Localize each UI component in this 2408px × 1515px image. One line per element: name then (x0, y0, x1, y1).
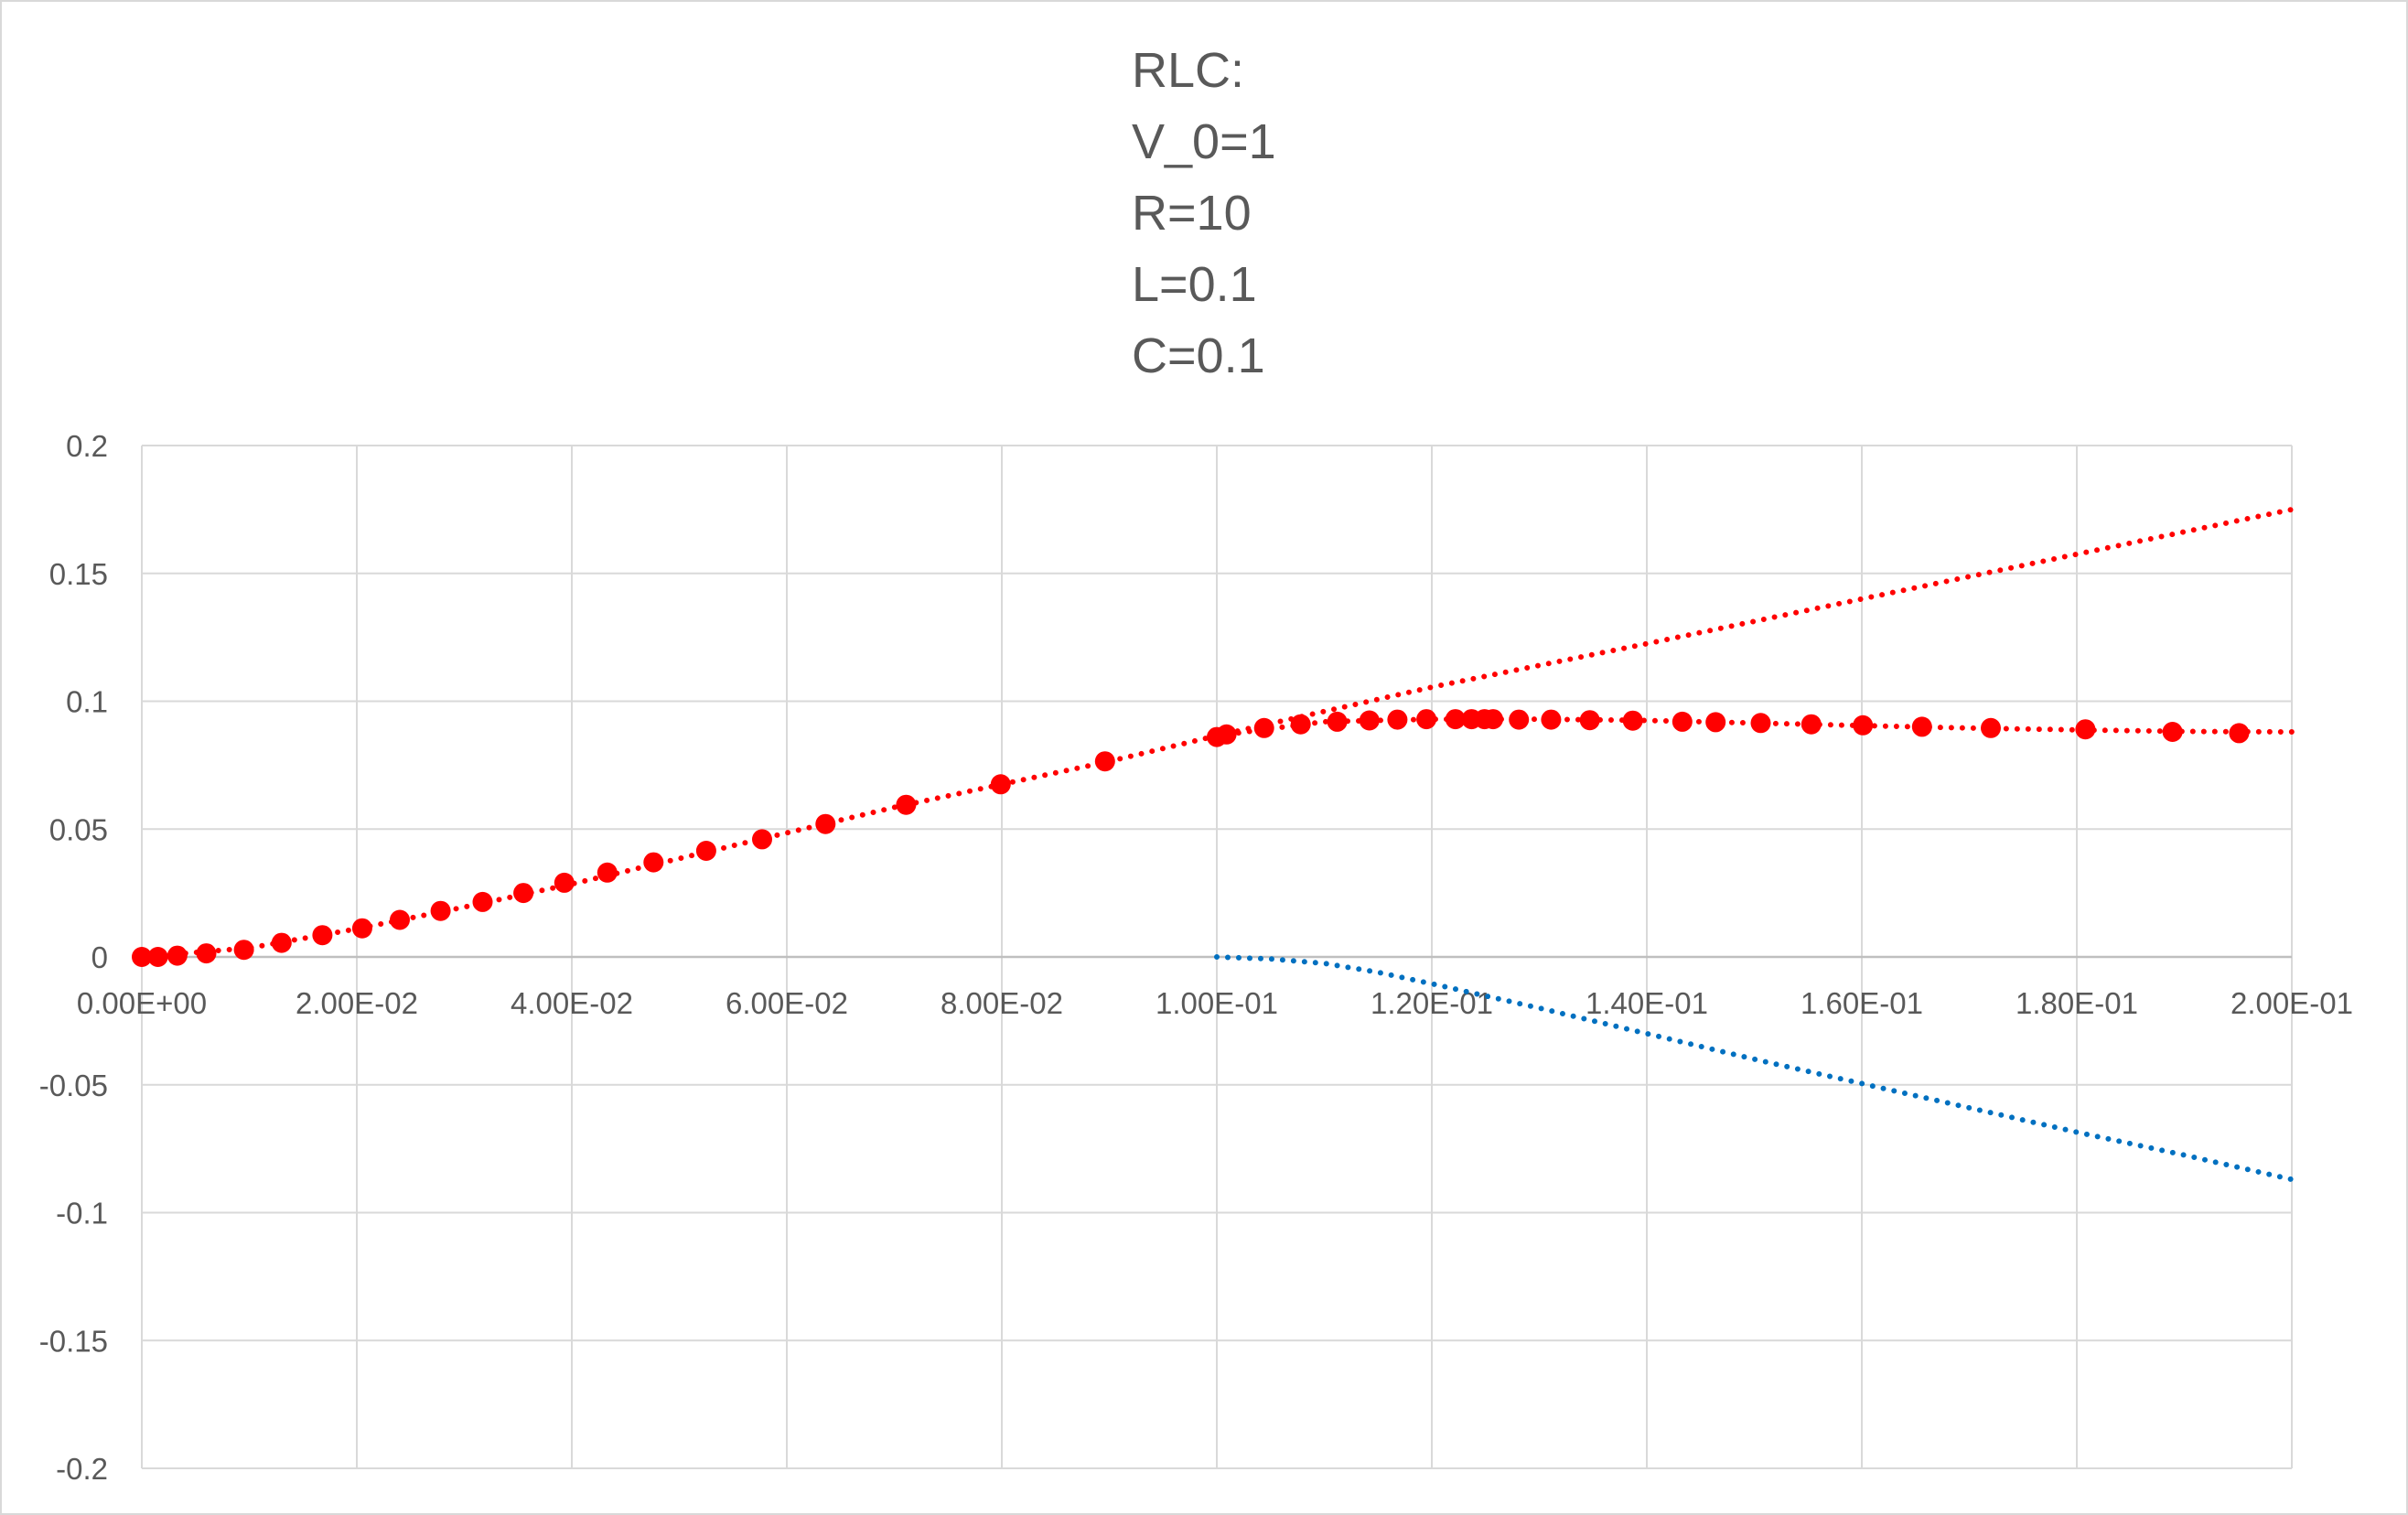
x-tick-label-10: 2.00E-01 (2231, 986, 2353, 1020)
x-tick-label-4: 8.00E-02 (941, 986, 1063, 1020)
series-0-point-2 (167, 945, 188, 966)
series-0-point-11 (513, 883, 534, 904)
x-tick-label-8: 1.60E-01 (1801, 986, 1923, 1020)
y-tick-label-8: -0.2 (56, 1452, 108, 1486)
series-0-point-1 (147, 947, 168, 967)
title-line-l: L=0.1 (1132, 257, 1257, 312)
series-0-point-8 (390, 909, 410, 930)
series-0-point-9 (430, 900, 451, 921)
series-0-point-34 (1541, 709, 1562, 730)
title-line-r: R=10 (1132, 186, 1252, 241)
y-tick-label-7: -0.15 (39, 1324, 108, 1358)
x-tick-label-1: 2.00E-02 (296, 986, 418, 1020)
series-0-point-46 (2229, 723, 2250, 744)
series-0-point-6 (312, 925, 333, 946)
series-0-point-13 (597, 862, 618, 883)
y-tick-label-4: 0 (91, 940, 108, 974)
x-tick-label-9: 1.80E-01 (2016, 986, 2138, 1020)
series-0-point-17 (815, 813, 836, 834)
series-0-point-29 (1445, 709, 1466, 730)
series-1-dotted-line (139, 506, 2295, 960)
series-0-point-12 (554, 872, 575, 893)
series-0-point-18 (896, 794, 917, 815)
x-tick-label-3: 6.00E-02 (726, 986, 848, 1020)
series-0-point-14 (643, 852, 664, 873)
series-0-point-44 (2075, 719, 2096, 740)
series-markers (132, 709, 2250, 967)
series-0-point-5 (271, 932, 292, 953)
series-0-point-39 (1750, 713, 1771, 734)
y-tick-label-0: 0.2 (66, 429, 108, 463)
series-0-point-40 (1801, 714, 1822, 735)
x-tick-label-6: 1.20E-01 (1371, 986, 1493, 1020)
x-tick-label-7: 1.40E-01 (1586, 986, 1708, 1020)
series-0-point-42 (1911, 716, 1932, 737)
series-3-dotted-line (1214, 954, 2295, 1183)
x-tick-label-5: 1.00E-01 (1156, 986, 1278, 1020)
y-tick-label-1: 0.15 (49, 557, 108, 591)
series-0-point-35 (1579, 710, 1600, 731)
series-0-point-26 (1359, 710, 1380, 731)
y-tick-label-6: -0.1 (56, 1197, 108, 1230)
chart-title: RLC: V_0=1 R=10 L=0.1 C=0.1 (1132, 35, 1276, 392)
series-0-point-25 (1327, 711, 1348, 732)
y-tick-label-5: -0.05 (39, 1069, 108, 1102)
title-line-rlc: RLC: (1132, 43, 1245, 98)
series-0-point-27 (1387, 709, 1408, 730)
series-0-point-0 (132, 947, 152, 967)
gridlines (141, 445, 2293, 1469)
series-0-point-32 (1483, 709, 1503, 730)
series-0-point-28 (1416, 709, 1437, 730)
series-0-point-7 (351, 918, 372, 939)
series-0-point-38 (1705, 712, 1726, 733)
series-0-point-33 (1509, 709, 1530, 730)
y-axis-tick-labels: 0.2 0.15 0.1 0.05 0 -0.05 -0.1 -0.15 -0.2 (39, 429, 108, 1486)
x-tick-label-0: 0.00E+00 (77, 986, 207, 1020)
series-0-point-23 (1253, 717, 1274, 738)
series-0-point-19 (990, 774, 1011, 795)
x-axis-tick-labels: 0.00E+00 2.00E-02 4.00E-02 6.00E-02 8.00E-02… (77, 986, 2353, 1020)
series-0-point-43 (1981, 717, 2001, 738)
series-0-point-24 (1290, 714, 1311, 735)
series-0-point-41 (1853, 715, 1874, 736)
series-0-point-10 (472, 891, 493, 912)
series-0-point-20 (1094, 751, 1115, 772)
title-line-v0: V_0=1 (1132, 114, 1276, 169)
y-tick-label-2: 0.1 (66, 685, 108, 719)
series-0-point-3 (196, 943, 217, 964)
title-line-c: C=0.1 (1132, 328, 1265, 383)
x-tick-label-2: 4.00E-02 (511, 986, 633, 1020)
series-0-point-4 (233, 940, 254, 961)
series-0-point-22 (1216, 724, 1237, 745)
series-0-point-16 (752, 829, 772, 850)
y-tick-label-3: 0.05 (49, 812, 108, 846)
series-0-point-45 (2162, 722, 2183, 742)
series-0-point-36 (1622, 710, 1643, 731)
series-0-point-37 (1672, 711, 1693, 732)
series-0-point-15 (695, 841, 716, 861)
